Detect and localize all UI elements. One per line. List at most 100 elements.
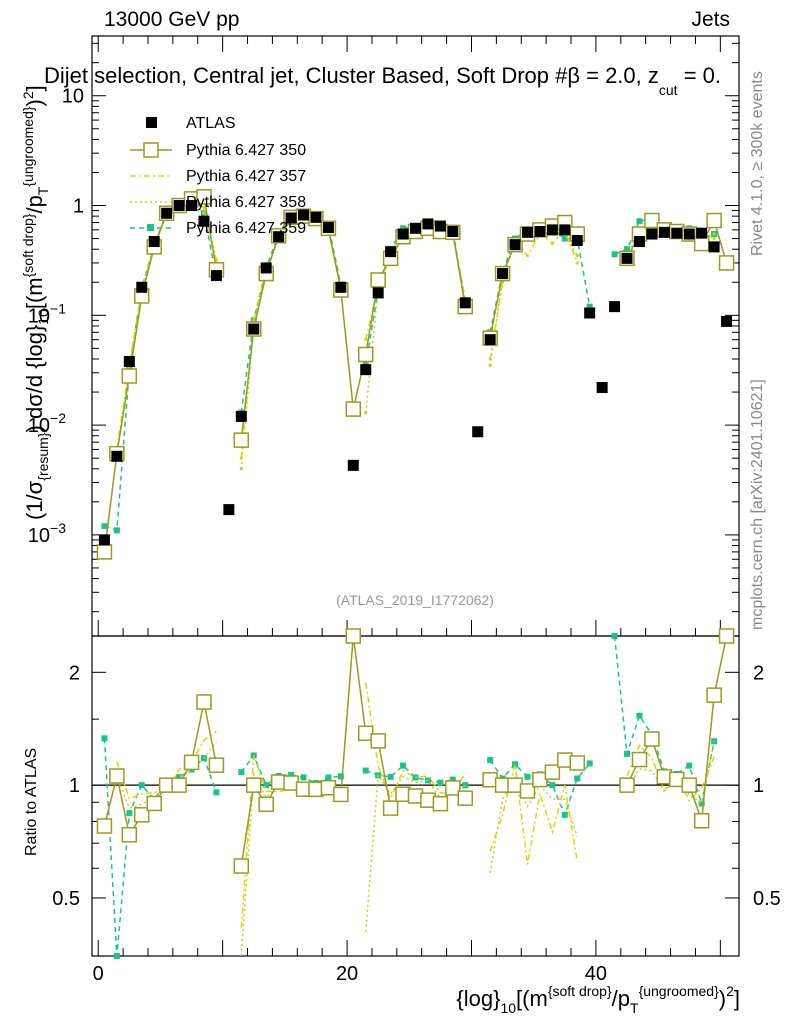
marker-atlas bbox=[210, 270, 222, 282]
ratio-marker-p350 bbox=[693, 812, 710, 829]
marker-atlas bbox=[223, 504, 235, 516]
series-line-p358 bbox=[240, 216, 342, 469]
ratio-marker-p359 bbox=[462, 782, 469, 789]
ratio-marker-p359 bbox=[487, 757, 494, 764]
ratio-marker-p359 bbox=[686, 762, 693, 769]
marker-atlas bbox=[596, 382, 608, 394]
ratio-y-tick-label-right: 1 bbox=[753, 775, 764, 797]
series-line-p357 bbox=[240, 215, 342, 459]
main-y-axis-label: (1/σ{resum}) dσ/d {log}10[(m{soft drop}/… bbox=[20, 85, 51, 520]
plot-title-sub: cut bbox=[659, 82, 678, 98]
ratio-y-tick-label: 1 bbox=[69, 775, 80, 797]
ratio-marker-p350 bbox=[171, 777, 187, 793]
marker-atlas bbox=[385, 246, 397, 258]
ratio-marker-p359 bbox=[238, 769, 245, 776]
ratio-marker-p359 bbox=[698, 800, 705, 807]
ratio-marker-p350 bbox=[382, 800, 399, 816]
marker-p350 bbox=[718, 255, 735, 271]
marker-atlas bbox=[422, 218, 434, 230]
ratio-marker-p350 bbox=[644, 731, 660, 747]
marker-atlas bbox=[260, 262, 272, 274]
ratio-panel-frame bbox=[91, 635, 740, 957]
marker-p350 bbox=[345, 401, 362, 417]
marker-p359 bbox=[586, 303, 593, 310]
ratio-marker-p350 bbox=[183, 754, 200, 771]
marker-atlas bbox=[310, 211, 322, 223]
legend: ATLAS Pythia 6.427 350 Pythia 6.427 357 … bbox=[130, 115, 306, 237]
marker-atlas bbox=[322, 222, 334, 234]
ratio-line-p350 bbox=[626, 635, 728, 821]
marker-p350 bbox=[370, 272, 386, 288]
marker-atlas bbox=[571, 235, 583, 247]
legend-marker-p359 bbox=[147, 224, 154, 231]
marker-atlas bbox=[609, 301, 621, 313]
marker-atlas bbox=[621, 252, 633, 264]
ratio-marker-p350 bbox=[718, 628, 735, 644]
marker-p358 bbox=[202, 211, 206, 215]
ratio-panel-series bbox=[96, 628, 735, 959]
ratio-marker-p359 bbox=[561, 811, 568, 818]
mcplots-reference-text: mcplots.cern.ch [arXiv:2401.10621] bbox=[749, 379, 766, 630]
legend-label-p350: Pythia 6.427 350 bbox=[186, 142, 306, 159]
ratio-marker-p359 bbox=[400, 762, 407, 769]
ratio-marker-p350 bbox=[345, 628, 362, 644]
ratio-marker-p359 bbox=[126, 810, 133, 817]
marker-atlas bbox=[173, 200, 185, 212]
marker-atlas bbox=[347, 459, 359, 471]
marker-atlas bbox=[198, 215, 210, 227]
series-line-p358 bbox=[364, 221, 467, 413]
marker-p350 bbox=[96, 544, 113, 560]
marker-p359 bbox=[101, 523, 108, 530]
plot-title-main: Dijet selection, Central jet, Cluster Ba… bbox=[44, 63, 659, 88]
marker-p357 bbox=[712, 236, 716, 241]
plot-title-tail: = 0. bbox=[678, 63, 721, 88]
marker-atlas bbox=[111, 450, 123, 462]
marker-atlas bbox=[434, 220, 446, 232]
marker-atlas bbox=[161, 207, 173, 219]
ratio-line-p357 bbox=[489, 764, 578, 865]
ratio-marker-p359 bbox=[113, 953, 120, 959]
marker-atlas bbox=[534, 225, 546, 237]
ratio-marker-p350 bbox=[233, 858, 250, 874]
marker-atlas bbox=[658, 226, 670, 238]
marker-atlas bbox=[633, 236, 645, 248]
marker-atlas bbox=[683, 228, 695, 240]
legend-marker-p350 bbox=[143, 142, 159, 158]
marker-p359 bbox=[611, 251, 618, 258]
legend-label-p357: Pythia 6.427 357 bbox=[186, 168, 306, 185]
ratio-marker-p359 bbox=[611, 633, 618, 639]
ratio-line-p357 bbox=[626, 744, 715, 802]
main-y-tick-label: 10−3 bbox=[28, 520, 66, 547]
marker-atlas bbox=[273, 231, 285, 243]
ratio-marker-p359 bbox=[437, 779, 444, 786]
ratio-line-p357 bbox=[116, 730, 217, 800]
header-right: Jets bbox=[691, 8, 730, 31]
ratio-marker-p350 bbox=[208, 757, 225, 773]
ratio-marker-p350 bbox=[258, 796, 274, 813]
ratio-marker-p359 bbox=[101, 735, 108, 742]
marker-atlas bbox=[410, 222, 421, 234]
ratio-marker-p359 bbox=[300, 774, 307, 781]
marker-p350 bbox=[693, 235, 710, 252]
ratio-marker-p359 bbox=[387, 773, 394, 780]
marker-p350 bbox=[121, 368, 138, 384]
ratio-marker-p350 bbox=[109, 768, 125, 784]
marker-atlas bbox=[546, 224, 558, 236]
ratio-marker-p359 bbox=[263, 782, 270, 789]
ratio-marker-p350 bbox=[134, 807, 150, 823]
marker-atlas bbox=[497, 268, 509, 280]
ratio-marker-p350 bbox=[121, 827, 138, 843]
x-tick-label: 20 bbox=[336, 963, 358, 985]
ratio-marker-p350 bbox=[681, 777, 697, 793]
marker-atlas bbox=[447, 225, 459, 237]
marker-p359 bbox=[561, 235, 568, 242]
axes: 10 1 10−1 10−2 10−3 2 2 1 1 0.5 0.5 0 20 40 bbox=[28, 36, 781, 985]
marker-p357 bbox=[575, 261, 579, 265]
main-y-tick-label: 10 bbox=[62, 86, 84, 108]
ratio-marker-p359 bbox=[549, 782, 556, 789]
marker-atlas bbox=[98, 534, 110, 546]
marker-atlas bbox=[335, 281, 347, 293]
rivet-version-text: Rivet 4.1.0, ≥ 300k events bbox=[749, 71, 766, 256]
marker-p359 bbox=[636, 218, 643, 225]
